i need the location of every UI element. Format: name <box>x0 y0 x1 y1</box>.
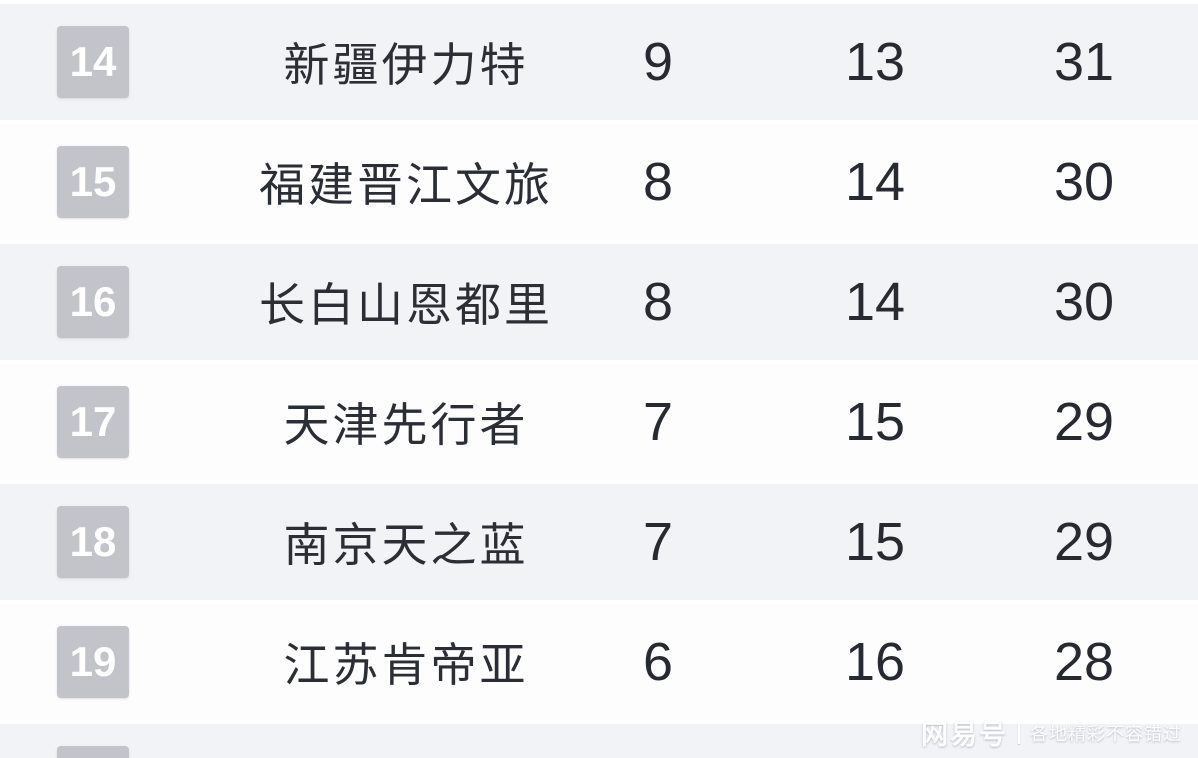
netease-logo: 网易号 <box>921 720 1008 750</box>
team-name: 新疆伊力特 <box>283 39 529 91</box>
wins-value: 7 <box>642 392 674 452</box>
table-row: 17 天津先行者 7 15 29 <box>0 364 1198 480</box>
team-name: 长白山恩都里 <box>259 279 553 331</box>
losses-value: 15 <box>844 392 906 452</box>
rank-cell: 16 <box>20 244 166 360</box>
rank-badge: 17 <box>57 386 129 458</box>
rank-badge: 19 <box>57 626 129 698</box>
rank-cell: 18 <box>20 484 166 600</box>
wins-value: 8 <box>642 152 674 212</box>
losses-value: 14 <box>844 152 906 212</box>
wins-value: 6 <box>642 632 674 692</box>
rank-cell: 17 <box>20 364 166 480</box>
points-value: 31 <box>1053 32 1115 92</box>
wins-value: 8 <box>642 272 674 332</box>
table-row: 18 南京天之蓝 7 15 29 <box>0 484 1198 600</box>
points-value: 29 <box>1053 512 1115 572</box>
rank-badge: 14 <box>57 26 129 98</box>
table-row: 14 新疆伊力特 9 13 31 <box>0 4 1198 120</box>
points-value: 30 <box>1053 152 1115 212</box>
rank-cell: 14 <box>20 4 166 120</box>
rank-badge: 18 <box>57 506 129 578</box>
losses-value: 16 <box>844 632 906 692</box>
losses-value: 15 <box>844 512 906 572</box>
rank-cell: 15 <box>20 124 166 240</box>
rank-badge: 16 <box>57 266 129 338</box>
rank-cell <box>20 724 166 758</box>
watermark-tagline: 各地精彩不容错过 <box>1030 723 1182 744</box>
watermark-divider-icon <box>1018 721 1020 744</box>
losses-value: 14 <box>844 272 906 332</box>
table-row: 19 江苏肯帝亚 6 16 28 <box>0 604 1198 720</box>
watermark: 网易号 各地精彩不容错过 <box>921 713 1182 752</box>
table-row: 16 长白山恩都里 8 14 30 <box>0 244 1198 360</box>
team-name: 南京天之蓝 <box>283 519 529 571</box>
team-name: 江苏肯帝亚 <box>283 639 529 691</box>
wins-value: 7 <box>642 512 674 572</box>
rank-cell: 19 <box>20 604 166 720</box>
table-row-partial <box>0 724 1198 758</box>
points-value: 28 <box>1053 632 1115 692</box>
points-value: 30 <box>1053 272 1115 332</box>
losses-value: 13 <box>844 32 906 92</box>
wins-value: 9 <box>642 32 674 92</box>
rank-badge <box>57 746 129 758</box>
team-name: 福建晋江文旅 <box>259 159 553 211</box>
team-name: 天津先行者 <box>283 399 529 451</box>
rank-badge: 15 <box>57 146 129 218</box>
table-row: 15 福建晋江文旅 8 14 30 <box>0 124 1198 240</box>
points-value: 29 <box>1053 392 1115 452</box>
